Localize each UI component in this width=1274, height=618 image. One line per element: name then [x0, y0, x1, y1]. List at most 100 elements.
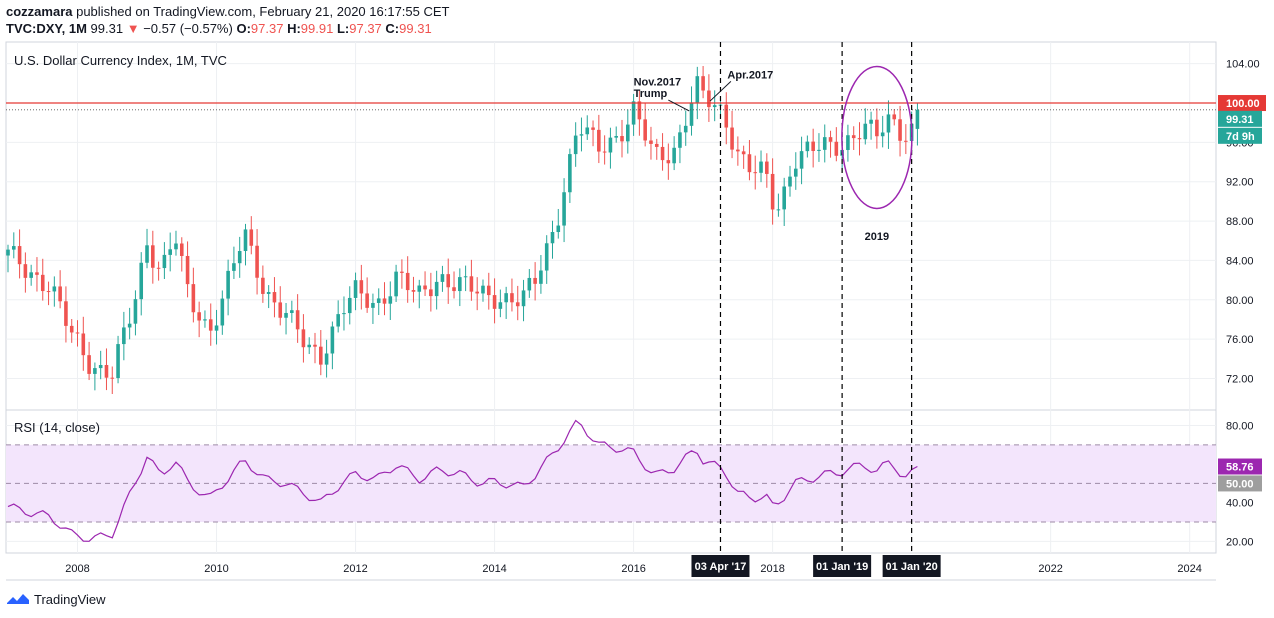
candle-body	[40, 274, 45, 292]
price-tick-label: 104.00	[1226, 59, 1260, 71]
candle-body	[620, 136, 624, 142]
annotation-2019: 2019	[865, 231, 889, 243]
last-price-tag	[1218, 110, 1262, 127]
candle-body	[834, 141, 839, 156]
time-tick-label: 2008	[65, 563, 89, 575]
candle-body	[822, 137, 827, 150]
candle-body	[533, 277, 537, 284]
candle-body	[672, 147, 676, 164]
candle-body	[701, 76, 705, 91]
candle-body	[851, 135, 856, 139]
candle-body	[365, 293, 369, 308]
candle-body	[307, 344, 312, 348]
annotation-arrow	[668, 99, 690, 112]
footer-brand-text: TradingView	[34, 591, 106, 607]
candle-body	[17, 246, 22, 265]
candle-body	[915, 109, 920, 129]
footer-brand[interactable]: TradingView	[6, 591, 106, 607]
level-price-label: 100.00	[1226, 98, 1260, 110]
candle-body	[243, 229, 248, 252]
rsi-mid-label: 50.00	[1226, 478, 1254, 490]
price-axis[interactable]: 104.00100.0096.0092.0088.0084.0080.0076.…	[1218, 59, 1266, 386]
candle-body	[382, 298, 387, 304]
candle-body	[857, 138, 862, 140]
candle-body	[417, 285, 422, 292]
close-value: 99.31	[399, 21, 432, 36]
price-change: −0.57 (−0.57%)	[143, 21, 233, 36]
low-label: L:	[336, 21, 350, 36]
annotation-nov2017: Nov.2017	[634, 76, 682, 88]
candle-body	[869, 119, 873, 124]
price-tick-label: 88.00	[1226, 216, 1254, 228]
annotation-apr2017: Apr.2017	[727, 69, 773, 81]
date-marker-tag	[813, 555, 872, 577]
candle-body	[741, 151, 746, 155]
candle-body	[579, 134, 584, 136]
candle-body	[81, 333, 86, 356]
candle-body	[127, 323, 132, 328]
candle-body	[6, 249, 10, 256]
price-pane[interactable]	[5, 41, 1217, 411]
candle-body	[203, 319, 207, 321]
candle-body	[562, 192, 566, 226]
candle-body	[510, 293, 514, 303]
candle-body	[765, 161, 769, 174]
candle-body	[475, 291, 479, 294]
candle-body	[336, 314, 340, 327]
candle-body	[394, 271, 398, 297]
candle-body	[162, 254, 167, 269]
candle-body	[793, 168, 798, 177]
date-marker-tag	[882, 555, 941, 577]
candle-body	[371, 302, 375, 308]
publish-info: cozzamara published on TradingView.com, …	[6, 4, 449, 19]
candle-body	[649, 140, 653, 144]
level-price-tag	[1218, 95, 1266, 112]
candle-body	[11, 246, 16, 250]
candle-body	[875, 119, 879, 137]
symbol-label[interactable]: TVC:DXY, 1M	[6, 21, 87, 36]
candle-body	[185, 255, 190, 285]
candle-body	[156, 267, 161, 269]
candle-body	[423, 285, 427, 290]
candle-body	[301, 329, 306, 348]
candle-body	[492, 295, 497, 309]
candle-body	[429, 289, 433, 297]
rsi-tick-label: 20.00	[1226, 536, 1254, 548]
candle-body	[486, 285, 491, 296]
rsi-tick-label: 80.00	[1226, 421, 1254, 433]
candle-body	[683, 125, 688, 133]
rsi-pane-title: RSI (14, close)	[14, 420, 100, 435]
candle-body	[353, 280, 358, 298]
candle-body	[411, 290, 416, 292]
candle-body	[249, 229, 254, 246]
candle-body	[463, 276, 468, 278]
candle-body	[770, 173, 775, 210]
author-name[interactable]: cozzamara	[6, 4, 73, 19]
publish-date: published on TradingView.com, February 2…	[72, 4, 450, 19]
candle-body	[318, 346, 323, 365]
candle-body	[116, 344, 120, 379]
time-tick-label: 2016	[621, 563, 645, 575]
ohlc-bar: TVC:DXY, 1M 99.31 ▼ −0.57 (−0.57%) O:97.…	[6, 21, 432, 36]
candle-body	[602, 151, 607, 153]
candle-body	[799, 151, 804, 169]
candle-body	[521, 290, 526, 307]
annotation-arrow	[709, 81, 732, 102]
candle-body	[261, 277, 265, 294]
price-tick-label: 72.00	[1226, 373, 1254, 385]
countdown-label: 7d 9h	[1226, 131, 1255, 143]
candle-body	[400, 271, 404, 273]
time-axis[interactable]: 20082010201220142016201820202022202403 A…	[65, 555, 1202, 577]
candle-body	[69, 325, 74, 333]
candle-body	[237, 251, 242, 264]
candle-body	[197, 312, 201, 321]
candle-body	[637, 101, 642, 120]
candle-body	[759, 161, 763, 173]
candle-body	[817, 149, 821, 151]
candle-body	[504, 293, 508, 303]
date-marker-label: 01 Jan '19	[816, 561, 868, 573]
candle-body	[597, 129, 601, 152]
candle-body	[75, 332, 80, 334]
